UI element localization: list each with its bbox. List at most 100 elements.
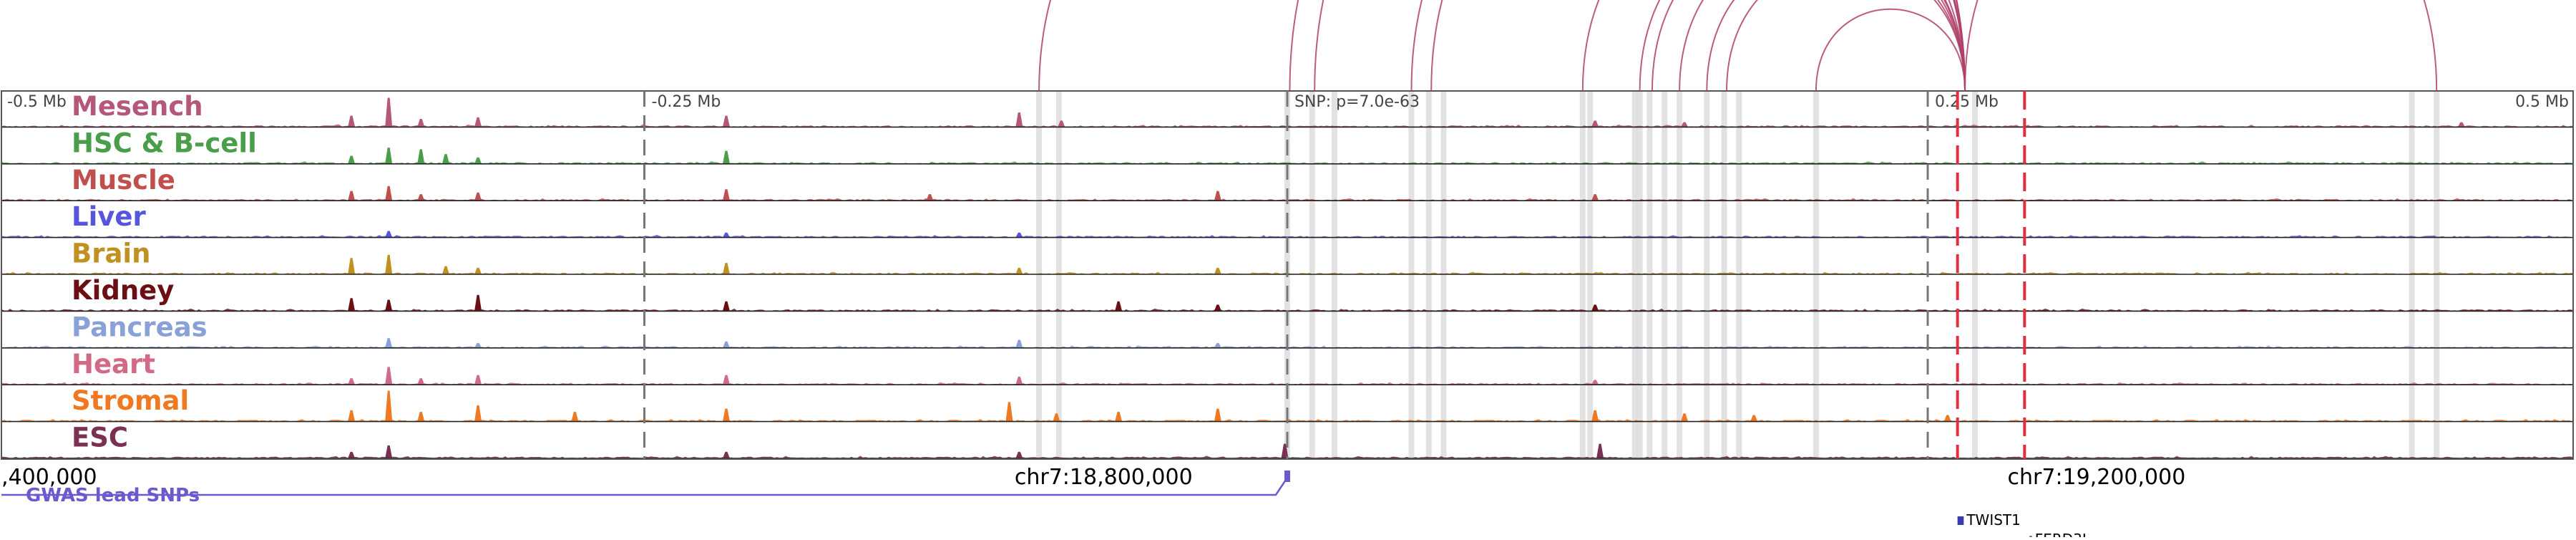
signal-peak <box>441 266 449 274</box>
signal-peak <box>385 185 393 201</box>
interaction-loop <box>1639 0 1966 92</box>
signal-peak <box>1015 376 1023 385</box>
lead-snp-label: SNP: p=7.0e-63 <box>1294 93 1420 111</box>
track-label: Mesench <box>72 91 203 122</box>
signal-peak <box>348 378 356 385</box>
track-label: Kidney <box>72 275 174 306</box>
highlight-band <box>1721 91 1727 459</box>
highlight-band <box>1636 91 1643 459</box>
signal-peak <box>722 341 730 348</box>
coordinate-label: chr7:18,800,000 <box>1015 465 1193 490</box>
gene-label: TWIST1 <box>1966 511 2021 529</box>
signal-peak <box>722 115 730 127</box>
signal-peak <box>2457 122 2465 127</box>
scale-tick-label: 0.5 Mb <box>2515 93 2569 111</box>
highlight-band <box>1631 91 1638 459</box>
signal-peak <box>1015 451 1023 458</box>
gene-body <box>1957 516 1964 525</box>
signal-peak <box>1058 120 1065 127</box>
highlight-band <box>1677 91 1683 459</box>
signal-noise <box>1 161 2573 164</box>
signal-peak <box>385 390 393 422</box>
signal-peak <box>417 194 425 201</box>
signal-peak <box>1596 443 1604 458</box>
signal-peak <box>1214 191 1221 201</box>
signal-peak <box>722 301 730 312</box>
interaction-loop <box>1651 0 1966 92</box>
signal-peak <box>417 119 425 127</box>
scale-tick-label: 0.25 Mb <box>1935 93 1999 111</box>
gwas-track-label: GWAS lead SNPs <box>26 485 200 506</box>
signal-peak <box>385 231 393 238</box>
signal-peak <box>348 115 356 127</box>
signal-peak <box>926 194 934 201</box>
signal-peak <box>722 375 730 385</box>
signal-peak <box>474 342 482 348</box>
interaction-loop <box>1410 0 1966 92</box>
highlight-band <box>1813 91 1819 459</box>
signal-peak <box>1214 267 1221 274</box>
track-label: Muscle <box>72 165 175 196</box>
highlight-band <box>1440 91 1447 459</box>
signal-peak <box>417 411 425 422</box>
highlight-band <box>1587 91 1594 459</box>
scale-tick-label: -0.5 Mb <box>7 93 67 111</box>
signal-peak <box>474 157 482 164</box>
interaction-loop <box>1706 0 1966 92</box>
signal-peak <box>474 405 482 422</box>
highlight-band <box>1579 91 1586 459</box>
signal-peak <box>474 192 482 201</box>
signal-peak <box>1053 413 1060 422</box>
highlight-band <box>1704 91 1710 459</box>
signal-peak <box>1591 380 1599 385</box>
track-label: Stromal <box>72 385 189 416</box>
signal-peak <box>385 299 393 312</box>
signal-peak <box>1591 304 1599 312</box>
interaction-loop <box>1964 0 2438 92</box>
signal-peak <box>722 408 730 422</box>
highlight-band <box>1055 91 1062 459</box>
track-label: HSC & B-cell <box>72 127 257 158</box>
signal-noise <box>1 235 2573 238</box>
interaction-loop <box>1430 0 1966 92</box>
signal-peak <box>1591 120 1599 127</box>
highlight-band <box>1662 91 1668 459</box>
signal-peak <box>1015 112 1023 127</box>
interaction-loop <box>1815 9 1966 92</box>
signal-peak <box>1015 232 1023 238</box>
track-label: Brain <box>72 238 150 269</box>
track-liver: Liver <box>1 201 2573 238</box>
gwas-track-line <box>1 477 1289 496</box>
signal-peak <box>348 191 356 201</box>
signal-peak <box>722 150 730 164</box>
interaction-loop <box>1726 0 1966 92</box>
signal-peak <box>417 149 425 164</box>
highlight-band <box>1646 91 1653 459</box>
signal-peak <box>385 367 393 385</box>
signal-peak <box>571 411 579 422</box>
highlight-band <box>1309 91 1315 459</box>
signal-peak <box>385 254 393 274</box>
signal-peak <box>417 378 425 385</box>
signal-peak <box>722 451 730 458</box>
signal-peak <box>474 294 482 312</box>
signal-peak <box>1681 122 1689 127</box>
highlight-band <box>1408 91 1415 459</box>
track-label: ESC <box>72 423 128 453</box>
signal-peak <box>474 375 482 385</box>
track-hsc-b-cell: HSC & B-cell <box>1 127 2573 165</box>
signal-peak <box>1281 443 1289 458</box>
scale-tick-label: -0.25 Mb <box>652 93 721 111</box>
signal-peak <box>1943 415 1951 422</box>
signal-peak <box>1750 415 1758 422</box>
highlight-band <box>2434 91 2440 459</box>
coordinate-label: ,400,000 <box>1 465 97 490</box>
signal-peak <box>385 445 393 458</box>
interaction-loop <box>1679 0 1966 92</box>
signal-peak <box>1214 304 1221 312</box>
signal-peak <box>348 258 356 274</box>
highlight-band <box>1331 91 1337 459</box>
track-label: Pancreas <box>72 312 208 342</box>
